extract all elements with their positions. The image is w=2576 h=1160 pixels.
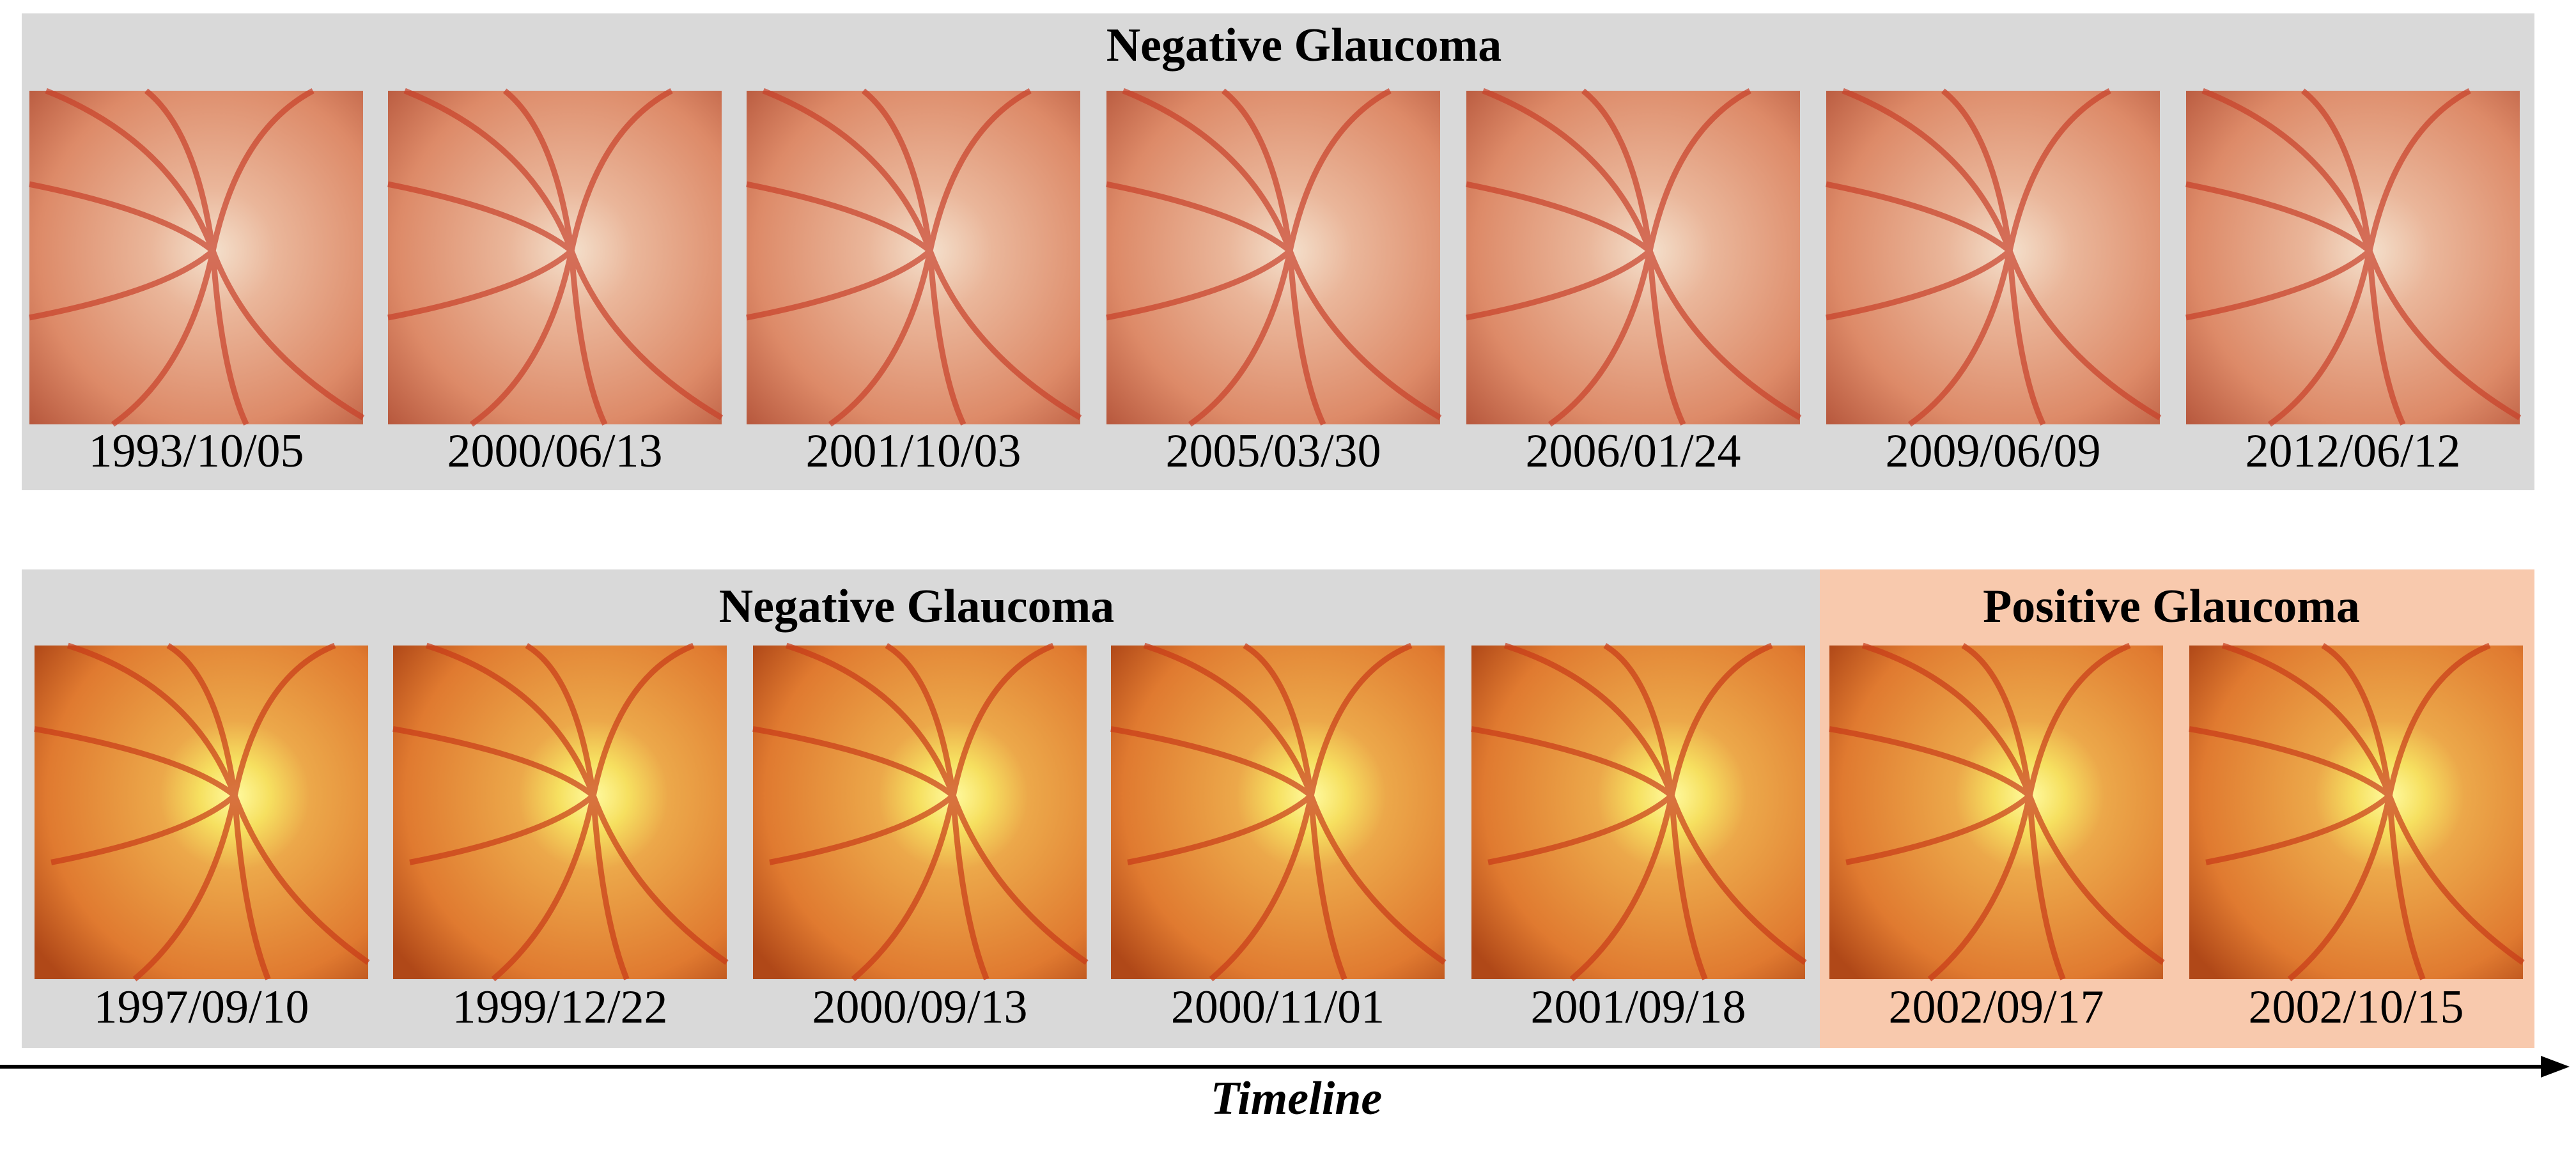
vessels	[1471, 642, 1807, 982]
fundus-background	[747, 91, 1080, 424]
date-label: 2000/09/13	[812, 981, 1027, 1033]
fundus-image	[29, 88, 365, 427]
vessels	[392, 642, 729, 982]
fundus-background	[1826, 91, 2160, 424]
date-label: 2001/10/03	[805, 425, 1021, 477]
fundus-image	[1826, 88, 2162, 427]
date-label: 1993/10/05	[88, 425, 304, 477]
date-label: 2002/09/17	[1888, 981, 2104, 1033]
fundus-background	[1466, 91, 1800, 424]
group-title: Negative Glaucoma	[719, 580, 1115, 633]
vessels	[2189, 642, 2525, 982]
fundus-image	[392, 642, 729, 982]
vessels	[1110, 642, 1447, 982]
fundus-image	[752, 642, 1089, 982]
date-label: 2009/06/09	[1885, 425, 2100, 477]
date-label: 2000/06/13	[447, 425, 662, 477]
fundus-background	[393, 646, 727, 979]
group-title: Positive Glaucoma	[1983, 580, 2360, 633]
vessels	[29, 88, 365, 427]
fundus-background	[1111, 646, 1445, 979]
fundus-background	[2186, 91, 2520, 424]
fundus-image	[1829, 642, 2165, 982]
fundus-image	[1110, 642, 1447, 982]
timeline-label: Timeline	[1211, 1072, 1383, 1125]
vessels	[34, 642, 370, 982]
timeline-arrow	[2541, 1056, 2570, 1078]
vessels	[1826, 88, 2162, 427]
fundus-image	[2189, 642, 2525, 982]
fundus-background	[1106, 91, 1440, 424]
vessels	[1466, 88, 1802, 427]
date-label: 1997/09/10	[93, 981, 309, 1033]
date-label: 2001/09/18	[1530, 981, 1746, 1033]
fundus-background	[388, 91, 722, 424]
vessels	[387, 88, 724, 427]
group-title: Negative Glaucoma	[1106, 19, 1502, 72]
fundus-image	[34, 642, 370, 982]
vessels	[2185, 88, 2522, 427]
date-label: 2012/06/12	[2245, 425, 2460, 477]
fundus-image	[1106, 88, 1442, 427]
fundus-background	[35, 646, 368, 979]
fundus-image	[1466, 88, 1802, 427]
date-label: 2005/03/30	[1165, 425, 1381, 477]
vessels	[752, 642, 1089, 982]
date-label: 2002/10/15	[2248, 981, 2463, 1033]
fundus-background	[29, 91, 363, 424]
date-label: 1999/12/22	[452, 981, 667, 1033]
fundus-image	[2185, 88, 2522, 427]
vessels	[1829, 642, 2165, 982]
date-label: 2000/11/01	[1171, 981, 1385, 1033]
fundus-image	[1471, 642, 1807, 982]
vessels	[1106, 88, 1442, 427]
fundus-image	[746, 88, 1082, 427]
fundus-image	[387, 88, 724, 427]
fundus-background	[1471, 646, 1805, 979]
fundus-background	[1829, 646, 2163, 979]
fundus-background	[2189, 646, 2523, 979]
vessels	[746, 88, 1082, 427]
date-label: 2006/01/24	[1525, 425, 1741, 477]
fundus-background	[753, 646, 1087, 979]
